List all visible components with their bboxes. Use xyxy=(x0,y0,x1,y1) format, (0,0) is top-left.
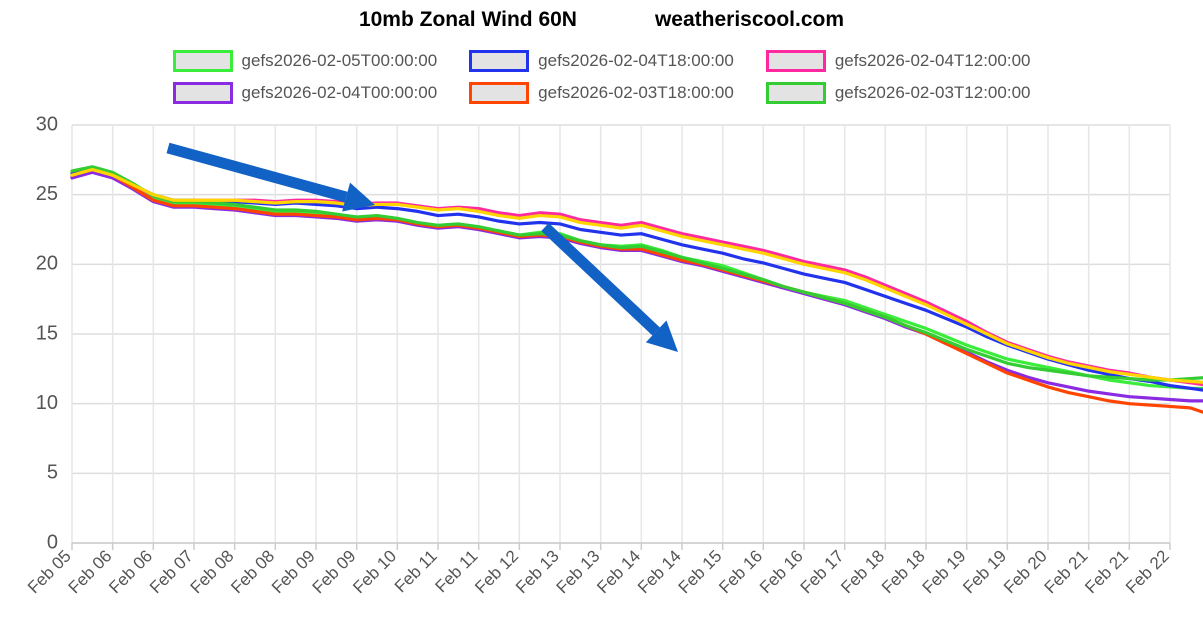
legend-row: gefs2026-02-04T00:00:00 gefs2026-02-03T18… xyxy=(0,77,1203,109)
x-axis-tick-label: Feb 13 xyxy=(553,546,604,597)
y-axis-tick-label: 20 xyxy=(36,253,58,275)
legend-item[interactable]: gefs2026-02-05T00:00:00 xyxy=(172,50,438,72)
y-axis-tick-label: 10 xyxy=(36,392,58,414)
x-axis-tick-label: Feb 11 xyxy=(432,546,482,596)
x-axis-tick-label: Feb 11 xyxy=(391,546,441,596)
x-axis-tick-label: Feb 15 xyxy=(675,546,726,597)
legend-label: gefs2026-02-04T00:00:00 xyxy=(241,83,438,102)
x-axis-tick-label: Feb 14 xyxy=(634,546,685,597)
x-axis-tick-label: Feb 05 xyxy=(24,546,75,597)
y-axis-tick-label: 0 xyxy=(47,531,58,553)
legend-item[interactable]: gefs2026-02-03T12:00:00 xyxy=(765,82,1031,104)
title-bar: 10mb Zonal Wind 60N weatheriscool.com xyxy=(0,8,1203,32)
legend-item[interactable]: gefs2026-02-04T12:00:00 xyxy=(765,50,1031,72)
legend-label: gefs2026-02-04T12:00:00 xyxy=(834,51,1031,70)
x-axis-tick-label: Feb 12 xyxy=(471,546,522,597)
x-axis-tick-label: Feb 16 xyxy=(756,546,807,597)
y-axis-tick-label: 25 xyxy=(36,183,58,205)
x-axis-tick-label: Feb 22 xyxy=(1122,546,1173,597)
legend-swatch-icon xyxy=(469,82,530,104)
legend-label: gefs2026-02-04T18:00:00 xyxy=(538,51,734,70)
x-axis-tick-label: Feb 09 xyxy=(309,546,360,597)
x-axis-tick-label: Feb 19 xyxy=(919,546,970,597)
x-axis-tick-label: Feb 21 xyxy=(1041,546,1092,597)
legend-swatch-icon xyxy=(172,50,233,72)
legend-swatch-icon xyxy=(172,82,233,104)
x-axis-tick-label: Feb 10 xyxy=(349,546,400,597)
legend-item[interactable]: gefs2026-02-03T18:00:00 xyxy=(469,82,734,104)
y-axis-tick-label: 30 xyxy=(36,113,58,135)
x-axis-tick-label: Feb 17 xyxy=(797,546,848,597)
x-axis-tick-label: Feb 08 xyxy=(227,546,278,597)
x-axis-tick-label: Feb 18 xyxy=(878,546,929,597)
legend-item[interactable]: gefs2026-02-04T18:00:00 xyxy=(469,50,734,72)
x-axis-tick-label: Feb 16 xyxy=(715,546,766,597)
x-axis-tick-label: Feb 07 xyxy=(146,546,197,597)
x-axis-tick-label: Feb 21 xyxy=(1081,546,1132,597)
x-axis-tick-label: Feb 19 xyxy=(959,546,1010,597)
x-axis-tick-label: Feb 06 xyxy=(105,546,156,597)
watermark-label: weatheriscool.com xyxy=(654,8,845,31)
legend-swatch-icon xyxy=(765,50,826,72)
x-axis-tick-label: Feb 18 xyxy=(837,546,888,597)
x-axis-tick-label: Feb 06 xyxy=(65,546,116,597)
downtrend-arrow-1-shaft xyxy=(166,142,348,203)
chart-legend: gefs2026-02-05T00:00:00 gefs2026-02-04T18… xyxy=(0,45,1203,109)
downtrend-arrow-2-shaft xyxy=(541,222,660,336)
legend-label: gefs2026-02-03T18:00:00 xyxy=(538,83,734,102)
x-axis-tick-label: Feb 14 xyxy=(593,546,644,597)
series-line xyxy=(70,167,1203,384)
x-axis-tick-label: Feb 09 xyxy=(268,546,319,597)
series-line xyxy=(70,167,1203,392)
x-axis-tick-label: Feb 20 xyxy=(1000,546,1051,597)
y-axis-tick-label: 15 xyxy=(36,322,58,344)
downtrend-arrow-2-head xyxy=(645,320,678,352)
legend-swatch-icon xyxy=(469,50,530,72)
y-axis-tick-label: 5 xyxy=(47,462,58,484)
legend-label: gefs2026-02-05T00:00:00 xyxy=(241,51,438,70)
x-axis-tick-label: Feb 08 xyxy=(187,546,238,597)
downtrend-arrow-1-head xyxy=(342,182,375,212)
page-title: 10mb Zonal Wind 60N xyxy=(358,8,577,31)
legend-item[interactable]: gefs2026-02-04T00:00:00 xyxy=(172,82,438,104)
legend-label: gefs2026-02-03T12:00:00 xyxy=(834,83,1031,102)
legend-swatch-icon xyxy=(765,82,826,104)
series-line xyxy=(70,165,1203,382)
x-axis-tick-label: Feb 13 xyxy=(512,546,563,597)
legend-row: gefs2026-02-05T00:00:00 gefs2026-02-04T18… xyxy=(0,45,1203,77)
